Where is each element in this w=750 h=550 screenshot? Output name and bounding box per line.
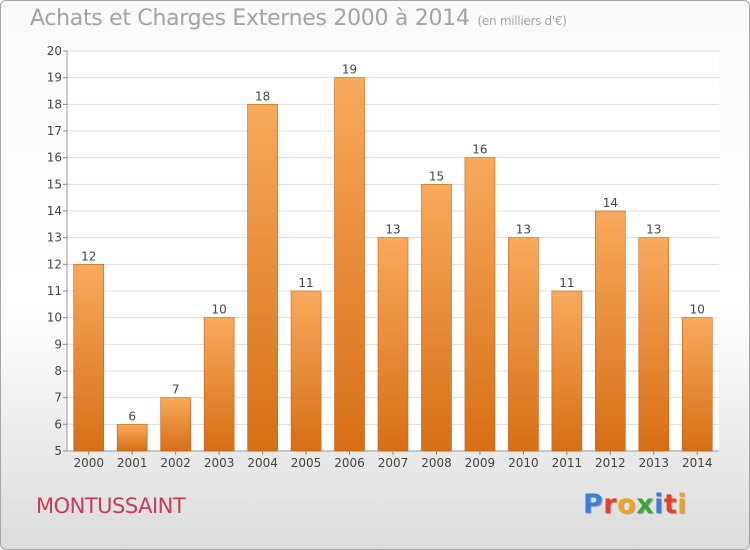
x-tick-label: 2007 (378, 456, 409, 470)
data-label: 16 (472, 143, 487, 157)
bar (681, 317, 713, 452)
x-tick-label: 2009 (465, 456, 496, 470)
x-tick-label: 2002 (160, 456, 191, 470)
bar (377, 237, 409, 452)
chart-title-text: Achats et Charges Externes 2000 à 2014 (30, 6, 470, 31)
y-tick-label: 17 (47, 124, 62, 138)
data-label: 14 (603, 196, 618, 210)
logo-letter: o (617, 489, 637, 520)
x-tick-label: 2011 (552, 456, 583, 470)
x-tick-label: 2001 (117, 456, 148, 470)
y-tick-label: 8 (54, 364, 62, 378)
y-tick-label: 12 (47, 257, 62, 271)
logo-letter: P (583, 489, 604, 520)
y-tick-label: 7 (54, 391, 62, 405)
data-label: 18 (255, 89, 270, 103)
logo-letter: r (603, 489, 618, 520)
data-label: 13 (646, 223, 661, 237)
bar (334, 77, 365, 452)
logo-letter: i (654, 489, 664, 520)
y-tick-label: 19 (47, 71, 62, 85)
data-label: 19 (342, 63, 357, 77)
logo-letter: x (636, 489, 655, 520)
bar (203, 317, 235, 452)
bar (160, 397, 191, 452)
y-tick-label: 18 (47, 97, 62, 111)
logo-letter: i (677, 489, 688, 520)
data-label: 13 (516, 223, 531, 237)
data-label: 15 (429, 169, 444, 183)
x-tick-label: 2004 (247, 456, 278, 470)
y-tick-label: 15 (47, 177, 62, 191)
data-label: 11 (298, 276, 313, 290)
x-tick-label: 2014 (682, 456, 713, 470)
y-tick-label: 6 (54, 417, 62, 431)
bar (421, 184, 452, 452)
bar (595, 210, 626, 452)
x-tick-label: 2012 (595, 456, 626, 470)
y-tick-label: 14 (47, 204, 62, 218)
x-tick-label: 2000 (73, 456, 104, 470)
bar (116, 424, 148, 452)
y-tick-label: 10 (47, 311, 62, 325)
x-tick-label: 2006 (334, 456, 365, 470)
data-label: 11 (559, 276, 574, 290)
y-tick-label: 20 (47, 44, 62, 58)
y-tick-label: 11 (47, 284, 62, 298)
bar (247, 104, 278, 452)
bar (464, 157, 496, 452)
data-label: 6 (128, 409, 136, 423)
proxiti-logo: Proxiti (583, 489, 687, 520)
data-label: 13 (385, 223, 400, 237)
logo-letter: t (663, 489, 678, 520)
bar (638, 237, 670, 452)
bar (551, 290, 583, 452)
chart-unit: (en milliers d'€) (477, 14, 567, 28)
y-tick-label: 16 (47, 151, 62, 165)
x-tick-label: 2013 (639, 456, 670, 470)
x-tick-label: 2008 (421, 456, 452, 470)
bar (508, 237, 539, 452)
data-label: 12 (81, 249, 96, 263)
x-tick-label: 2003 (204, 456, 235, 470)
y-tick-label: 5 (54, 444, 62, 458)
data-label: 10 (690, 303, 705, 317)
x-tick-label: 2010 (508, 456, 539, 470)
chart-title: Achats et Charges Externes 2000 à 2014 (e… (30, 6, 567, 31)
bar (290, 290, 322, 452)
bar (73, 264, 105, 452)
y-tick-label: 9 (54, 337, 62, 351)
commune-name: MONTUSSAINT (36, 494, 186, 518)
data-label: 10 (211, 303, 226, 317)
y-tick-label: 13 (47, 231, 62, 245)
x-tick-label: 2005 (291, 456, 322, 470)
data-label: 7 (172, 383, 180, 397)
